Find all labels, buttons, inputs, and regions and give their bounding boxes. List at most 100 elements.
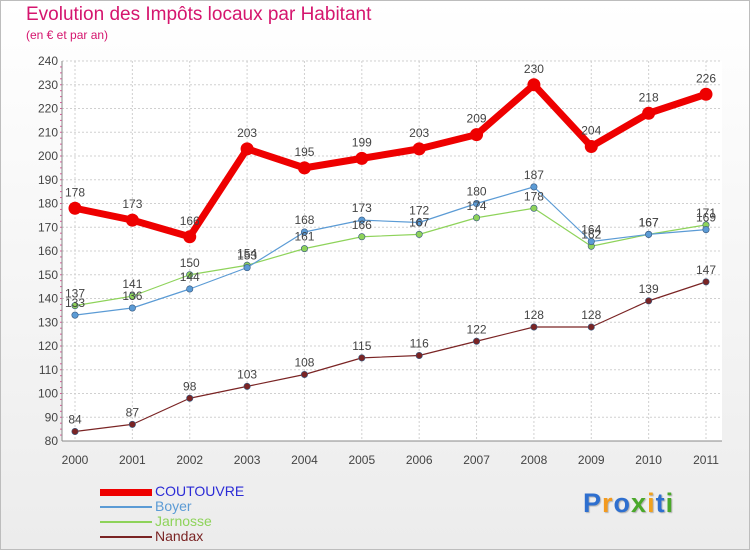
- data-label-jarnosse: 178: [524, 189, 544, 203]
- data-point-nandax: [186, 394, 194, 402]
- data-point-boyer: [128, 304, 136, 312]
- data-label-nandax: 84: [68, 413, 82, 427]
- data-label-jarnosse: 167: [409, 215, 429, 229]
- data-label-boyer: 180: [467, 185, 487, 199]
- data-point-coutouvre: [355, 151, 369, 165]
- data-label-coutouvre: 166: [180, 214, 200, 228]
- data-label-coutouvre: 226: [696, 71, 716, 85]
- data-point-jarnosse: [473, 214, 481, 222]
- data-label-nandax: 147: [696, 263, 716, 277]
- data-point-jarnosse: [300, 245, 308, 253]
- data-point-coutouvre: [699, 87, 713, 101]
- data-label-jarnosse: 162: [581, 227, 601, 241]
- y-tick-label: 100: [38, 387, 58, 401]
- data-point-jarnosse: [186, 271, 194, 279]
- x-tick-label: 2007: [463, 453, 490, 467]
- data-label-boyer: 187: [524, 168, 544, 182]
- series-line-boyer: [74, 186, 707, 316]
- data-label-nandax: 116: [410, 337, 429, 351]
- data-label-nandax: 108: [294, 356, 314, 370]
- data-label-nandax: 115: [352, 339, 371, 353]
- legend-label: COUTOUVRE: [155, 483, 245, 499]
- data-label-nandax: 98: [183, 379, 197, 393]
- y-tick-label: 160: [38, 244, 58, 258]
- x-tick-label: 2004: [291, 453, 318, 467]
- data-point-boyer: [415, 219, 423, 227]
- data-point-coutouvre: [68, 201, 82, 215]
- y-tick-label: 90: [45, 410, 59, 424]
- data-point-jarnosse: [128, 292, 136, 300]
- y-tick-label: 150: [38, 268, 58, 282]
- data-label-boyer: 136: [122, 289, 142, 303]
- data-point-boyer: [243, 264, 251, 272]
- data-label-nandax: 128: [524, 308, 544, 322]
- data-label-boyer: 169: [696, 211, 716, 225]
- data-point-nandax: [300, 370, 308, 378]
- data-label-coutouvre: 204: [581, 124, 601, 138]
- legend-swatch: [100, 536, 152, 538]
- data-point-boyer: [358, 216, 366, 224]
- data-point-nandax: [358, 354, 366, 362]
- data-label-nandax: 139: [639, 282, 659, 296]
- data-label-coutouvre: 173: [122, 197, 142, 211]
- data-point-nandax: [587, 323, 595, 331]
- logo-letter: r: [602, 488, 614, 518]
- data-label-boyer: 153: [237, 249, 257, 263]
- data-label-coutouvre: 203: [409, 126, 429, 140]
- x-tick-label: 2003: [234, 453, 261, 467]
- y-tick-label: 80: [45, 434, 59, 448]
- data-point-nandax: [243, 382, 251, 390]
- x-tick-label: 2008: [521, 453, 548, 467]
- x-tick-label: 2009: [578, 453, 605, 467]
- data-label-coutouvre: 195: [294, 145, 314, 159]
- data-point-jarnosse: [358, 233, 366, 241]
- data-label-coutouvre: 218: [639, 90, 659, 104]
- logo-letter: x: [631, 488, 648, 518]
- data-point-nandax: [530, 323, 538, 331]
- data-label-nandax: 122: [467, 322, 487, 336]
- data-label-jarnosse: 174: [467, 199, 487, 213]
- chart-title: Evolution des Impôts locaux par Habitant: [26, 4, 372, 25]
- x-tick-label: 2002: [176, 453, 203, 467]
- data-label-boyer: 168: [294, 213, 314, 227]
- data-point-coutouvre: [642, 106, 656, 120]
- data-label-jarnosse: 141: [122, 277, 142, 291]
- chart-subtitle: (en € et par an): [26, 28, 109, 42]
- proxiti-logo: Proxiti: [583, 488, 674, 519]
- data-label-boyer: 172: [409, 204, 429, 218]
- data-point-coutouvre: [240, 142, 254, 156]
- data-point-coutouvre: [470, 128, 484, 142]
- y-tick-label: 200: [38, 149, 58, 163]
- data-label-nandax: 128: [581, 308, 601, 322]
- series-line-coutouvre: [71, 81, 710, 241]
- x-tick-label: 2006: [406, 453, 433, 467]
- x-tick-label: 2001: [119, 453, 146, 467]
- data-label-coutouvre: 178: [65, 185, 85, 199]
- logo-letter: P: [583, 488, 603, 518]
- data-point-nandax: [71, 427, 79, 435]
- data-point-coutouvre: [412, 142, 426, 156]
- y-tick-label: 110: [39, 363, 58, 377]
- data-point-boyer: [300, 228, 308, 236]
- y-tick-label: 190: [38, 173, 58, 187]
- y-tick-label: 220: [38, 102, 58, 116]
- legend-label: Jarnosse: [155, 513, 212, 529]
- y-tick-label: 210: [38, 125, 58, 139]
- data-label-jarnosse: 167: [639, 215, 659, 229]
- data-label-boyer: 167: [639, 215, 659, 229]
- data-label-jarnosse: 150: [180, 256, 200, 270]
- data-point-nandax: [702, 278, 710, 286]
- data-point-boyer: [473, 200, 481, 208]
- data-label-boyer: 144: [180, 270, 200, 284]
- data-point-nandax: [128, 420, 136, 428]
- data-point-boyer: [530, 183, 538, 191]
- y-tick-label: 130: [38, 315, 58, 329]
- logo-letter: i: [665, 488, 675, 518]
- data-label-jarnosse: 171: [696, 206, 716, 220]
- legend-swatch: [100, 521, 152, 523]
- y-tick-label: 230: [38, 78, 58, 92]
- data-label-coutouvre: 199: [352, 135, 372, 149]
- data-label-jarnosse: 166: [352, 218, 372, 232]
- legend-label: Nandax: [155, 528, 204, 544]
